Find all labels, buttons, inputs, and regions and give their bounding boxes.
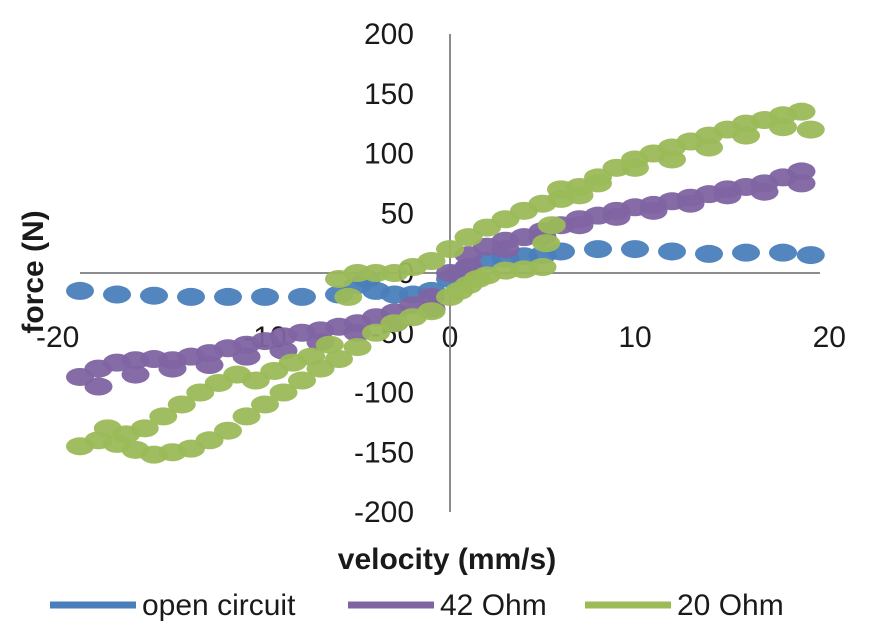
data-point xyxy=(787,174,816,193)
data-point xyxy=(796,246,825,265)
data-point xyxy=(621,158,649,177)
x-tick-label: 20 xyxy=(813,321,846,354)
data-point xyxy=(565,186,594,205)
data-point xyxy=(315,335,344,354)
data-point xyxy=(158,359,187,378)
data-point xyxy=(796,120,825,139)
data-point xyxy=(732,243,760,262)
data-point xyxy=(769,243,797,262)
data-point xyxy=(436,240,464,259)
data-point xyxy=(639,201,668,220)
data-point xyxy=(269,383,298,402)
y-tick-label: -150 xyxy=(354,436,414,469)
x-tick-label: 10 xyxy=(618,321,651,354)
y-tick-label: 100 xyxy=(364,138,414,171)
y-tick-label: 200 xyxy=(364,18,414,51)
data-point xyxy=(417,302,446,321)
data-point xyxy=(713,186,742,205)
x-tick-labels: -20-1001020 xyxy=(36,321,846,354)
data-point xyxy=(121,365,150,384)
series-42-ohm xyxy=(66,162,816,396)
data-point xyxy=(288,287,316,306)
data-point xyxy=(417,252,446,271)
data-point xyxy=(334,287,363,306)
data-point xyxy=(695,138,723,157)
y-tick-label: -200 xyxy=(354,496,414,529)
legend-label: 42 Ohm xyxy=(440,589,547,622)
legend-label: open circuit xyxy=(142,589,296,622)
data-point xyxy=(537,216,566,235)
data-point xyxy=(769,118,797,137)
data-point xyxy=(288,371,316,390)
y-axis-title: force (N) xyxy=(17,210,50,333)
data-point xyxy=(177,287,205,306)
data-point xyxy=(214,421,242,440)
data-point xyxy=(232,407,261,426)
data-point xyxy=(103,285,131,304)
y-tick-label: -100 xyxy=(354,377,414,410)
data-point xyxy=(214,287,242,306)
y-tick-label: 50 xyxy=(381,197,414,230)
data-point xyxy=(658,242,686,261)
data-point xyxy=(232,347,261,366)
legend-label: 20 Ohm xyxy=(677,589,784,622)
data-point xyxy=(251,287,279,306)
data-point xyxy=(343,338,372,357)
data-point xyxy=(532,234,561,253)
data-point xyxy=(491,240,520,259)
data-point xyxy=(528,258,557,277)
data-point xyxy=(130,419,159,438)
data-point xyxy=(621,240,649,259)
data-point xyxy=(695,244,723,263)
legend: open circuit 42 Ohm 20 Ohm xyxy=(50,589,784,622)
data-point xyxy=(584,240,612,259)
series-20-ohm xyxy=(66,102,825,464)
y-tick-label: 150 xyxy=(364,78,414,111)
data-point xyxy=(84,377,113,396)
data-point xyxy=(149,407,178,426)
data-point xyxy=(195,356,224,375)
data-point xyxy=(66,281,94,300)
data-point xyxy=(732,126,760,145)
data-point xyxy=(602,207,631,226)
data-point xyxy=(676,194,705,213)
plot-area xyxy=(66,102,825,464)
data-point xyxy=(565,216,594,235)
data-point xyxy=(787,102,816,121)
data-point xyxy=(528,194,557,213)
data-point xyxy=(584,174,612,193)
data-point xyxy=(325,350,353,369)
data-point xyxy=(750,182,779,201)
data-point xyxy=(140,286,168,305)
data-point xyxy=(297,347,326,366)
data-point xyxy=(251,395,279,414)
data-point xyxy=(658,150,686,169)
data-point xyxy=(167,395,196,414)
x-axis-title: velocity (mm/s) xyxy=(338,543,556,576)
x-tick-label: -20 xyxy=(36,321,79,354)
